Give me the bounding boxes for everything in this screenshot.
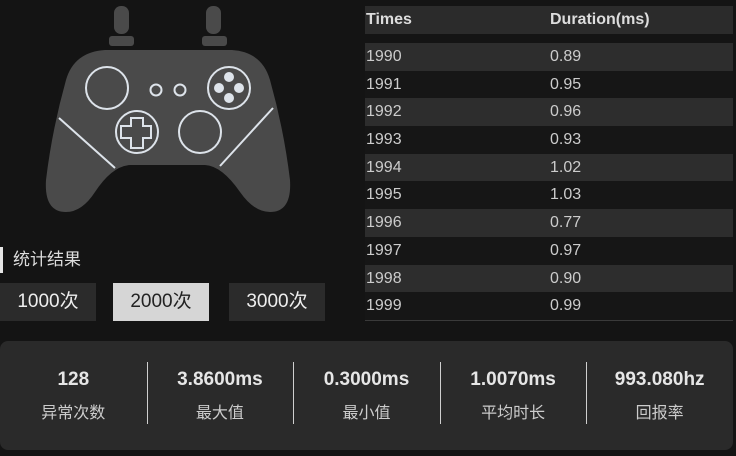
- stat-item: 993.080hz 回报率: [586, 361, 733, 424]
- table-row: 1996 0.77: [365, 209, 733, 237]
- stat-label: 最小值: [342, 404, 391, 422]
- stats-panel: 128 异常次数 3.8600ms 最大值 0.3000ms 最小值 1.0070ms 平均时…: [0, 341, 733, 450]
- cell-times: 1992: [366, 103, 402, 121]
- cell-duration: 0.90: [550, 269, 582, 287]
- table-row: 1992 0.96: [365, 98, 733, 127]
- stat-value: 128: [57, 368, 90, 390]
- cell-duration: 0.99: [550, 297, 582, 315]
- stat-label: 平均时长: [481, 404, 546, 422]
- cell-duration: 0.95: [550, 75, 582, 93]
- header-times: Times: [366, 11, 412, 28]
- cell-times: 1993: [366, 131, 402, 149]
- gamepad-icon: [45, 6, 291, 212]
- table-row: 1998 0.90: [365, 264, 733, 293]
- cell-times: 1999: [366, 297, 402, 315]
- table-row: 1990 0.89: [365, 43, 733, 71]
- duration-table: Times Duration(ms) 1990 0.89 1991 0.95 1992 0…: [365, 6, 733, 321]
- header-duration: Duration(ms): [550, 11, 650, 28]
- cell-duration: 0.96: [550, 103, 582, 121]
- stat-item: 3.8600ms 最大值: [146, 361, 294, 424]
- table-row: 1993 0.93: [365, 126, 733, 154]
- sample-1000-button[interactable]: 1000次: [0, 283, 96, 321]
- stat-value: 3.8600ms: [177, 368, 263, 390]
- cell-duration: 1.03: [550, 186, 582, 204]
- cell-times: 1991: [366, 75, 402, 93]
- stat-label: 异常次数: [41, 404, 106, 422]
- table-row: 1999 0.99: [365, 292, 733, 320]
- cell-duration: 1.02: [550, 158, 582, 176]
- cell-times: 1997: [366, 241, 402, 259]
- sample-3000-button[interactable]: 3000次: [229, 283, 325, 321]
- stat-value: 0.3000ms: [323, 368, 410, 390]
- cell-duration: 0.77: [550, 214, 582, 232]
- sample-2000-button[interactable]: 2000次: [113, 283, 209, 321]
- cell-times: 1996: [366, 214, 402, 232]
- table-header: Times Duration(ms): [365, 6, 733, 34]
- cell-times: 1994: [366, 158, 402, 176]
- cell-duration: 0.93: [550, 131, 582, 149]
- table-row: 1991 0.95: [365, 70, 733, 99]
- stat-value: 993.080hz: [614, 368, 705, 390]
- table-row: 1995 1.03: [365, 181, 733, 210]
- stat-item: 1.0070ms 平均时长: [439, 361, 587, 424]
- table-row: 1994 1.02: [365, 153, 733, 182]
- section-title: 统计结果: [0, 247, 81, 273]
- cell-times: 1990: [366, 48, 402, 65]
- cell-duration: 0.97: [550, 241, 582, 259]
- stat-value: 1.0070ms: [470, 368, 556, 390]
- cell-duration: 0.89: [550, 48, 582, 65]
- table-row: 1997 0.97: [365, 236, 733, 265]
- stat-label: 最大值: [195, 404, 244, 422]
- stat-item: 0.3000ms 最小值: [293, 361, 440, 424]
- cell-times: 1998: [366, 269, 402, 287]
- stat-item: 128 异常次数: [0, 369, 147, 423]
- cell-times: 1995: [366, 186, 402, 204]
- stat-label: 回报率: [635, 404, 684, 422]
